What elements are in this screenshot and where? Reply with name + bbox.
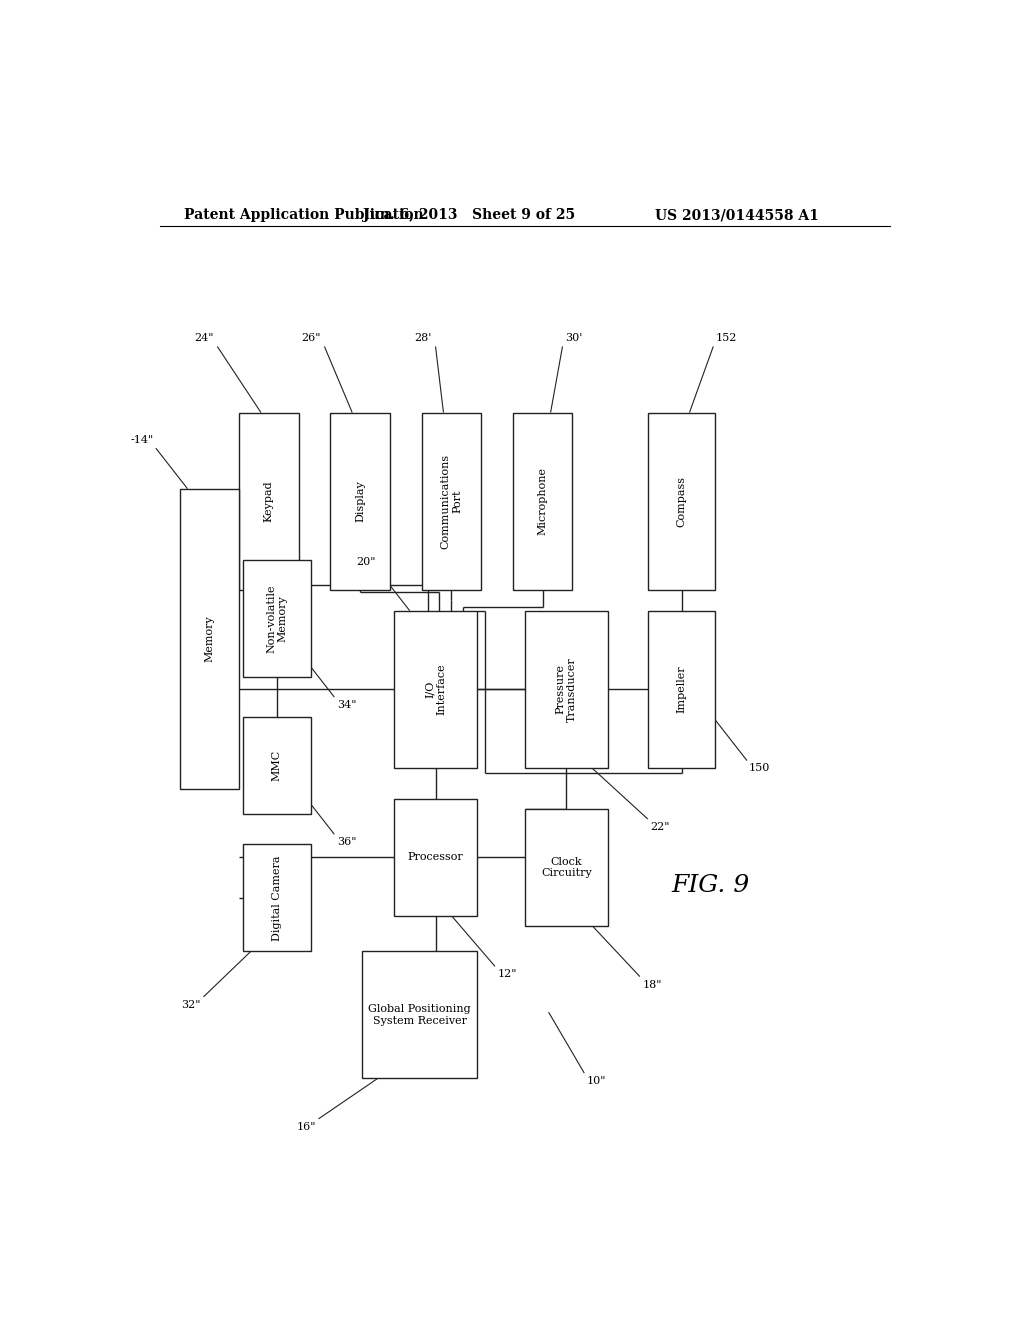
Text: Display: Display	[355, 480, 366, 523]
Bar	[524, 809, 608, 925]
Text: Jun. 6, 2013   Sheet 9 of 25: Jun. 6, 2013 Sheet 9 of 25	[364, 209, 575, 222]
Text: Digital Camera: Digital Camera	[271, 855, 282, 941]
Text: MMC: MMC	[271, 750, 282, 781]
Text: 22": 22"	[650, 822, 670, 832]
Text: 16": 16"	[297, 1122, 316, 1133]
Text: -14": -14"	[130, 436, 154, 445]
Bar	[243, 560, 310, 677]
Bar	[179, 488, 240, 788]
Text: Memory: Memory	[205, 615, 214, 663]
Text: 26": 26"	[301, 334, 321, 343]
Bar	[394, 611, 477, 768]
Text: FIG. 9: FIG. 9	[672, 874, 750, 896]
Bar	[243, 718, 310, 814]
Text: 24": 24"	[194, 334, 213, 343]
Bar	[243, 845, 310, 952]
Text: 152: 152	[716, 334, 737, 343]
Text: 30': 30'	[565, 334, 583, 343]
Text: Compass: Compass	[677, 477, 686, 527]
Bar	[394, 799, 477, 916]
Text: Keypad: Keypad	[264, 480, 273, 523]
Text: 12": 12"	[498, 969, 517, 979]
Text: 10": 10"	[587, 1076, 606, 1086]
Text: Impeller: Impeller	[677, 665, 686, 713]
Text: Non-volatile
Memory: Non-volatile Memory	[266, 583, 288, 652]
Bar	[331, 413, 390, 590]
Bar	[240, 413, 299, 590]
Text: 28': 28'	[414, 334, 431, 343]
Bar	[513, 413, 572, 590]
Bar	[648, 611, 715, 768]
Text: Pressure
Transducer: Pressure Transducer	[556, 657, 578, 722]
Bar	[362, 952, 477, 1078]
Text: Processor: Processor	[408, 853, 464, 862]
Text: Microphone: Microphone	[538, 467, 548, 536]
Text: Patent Application Publication: Patent Application Publication	[183, 209, 423, 222]
Text: Global Positioning
System Receiver: Global Positioning System Receiver	[369, 1005, 471, 1026]
Text: US 2013/0144558 A1: US 2013/0144558 A1	[654, 209, 818, 222]
Text: 32": 32"	[181, 1001, 201, 1010]
Text: Clock
Circuitry: Clock Circuitry	[541, 857, 592, 878]
Text: 20": 20"	[356, 557, 376, 568]
Text: 34": 34"	[337, 700, 356, 710]
Text: 18": 18"	[642, 979, 662, 990]
Bar	[648, 413, 715, 590]
Bar	[422, 413, 481, 590]
Text: 150: 150	[749, 763, 770, 772]
Text: I/O
Interface: I/O Interface	[425, 664, 446, 715]
Text: 36": 36"	[337, 837, 356, 847]
Text: Communications
Port: Communications Port	[440, 454, 462, 549]
Bar	[524, 611, 608, 768]
